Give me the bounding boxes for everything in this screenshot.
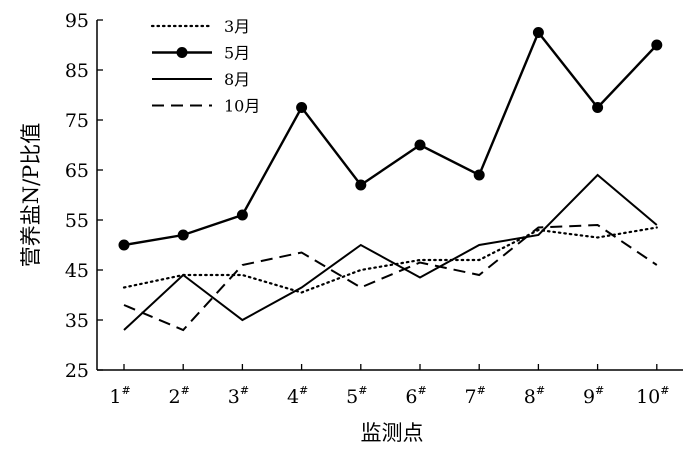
y-tick-label: 35 [65, 310, 89, 332]
series-line-1 [122, 226, 658, 294]
chart-axes [96, 20, 683, 371]
x-tick-label: 10# [636, 384, 669, 408]
series-point-2 [532, 27, 544, 38]
x-tick-superscript: # [240, 384, 249, 397]
x-tick-superscript: # [121, 384, 130, 397]
series-line-2 [123, 30, 658, 247]
series-point-2 [651, 39, 663, 51]
x-tick-superscript: # [595, 384, 604, 397]
x-tick-label: 9# [583, 384, 604, 408]
y-tick-label: 45 [65, 260, 89, 282]
y-axis-ticks: 25 35 45 55 65 75 85 95 [65, 10, 103, 382]
x-tick-label: 2# [169, 384, 190, 408]
y-tick-label: 85 [65, 60, 89, 82]
x-tick-superscript: # [477, 384, 486, 397]
series-point-2 [355, 179, 367, 191]
x-tick-superscript: # [299, 384, 308, 397]
series-point-2 [296, 102, 308, 113]
series-line-3 [123, 173, 658, 331]
x-tick-superscript: # [181, 384, 190, 397]
x-tick-label: 8# [524, 384, 545, 408]
x-tick-label: 4# [287, 384, 308, 408]
x-tick-label: 1# [109, 384, 130, 408]
y-tick-label: 55 [65, 210, 89, 232]
y-tick-label: 95 [65, 10, 89, 32]
legend-label: 3月 [224, 17, 250, 36]
x-tick-label: 6# [405, 384, 426, 408]
x-axis-label: 监测点 [361, 421, 424, 445]
x-tick-superscript: # [358, 384, 367, 397]
series-lines [118, 27, 663, 332]
series-point-2 [118, 239, 130, 251]
legend: 3月 5月 8月 10月 [150, 17, 260, 116]
legend-label: 8月 [224, 70, 250, 89]
series-point-2 [236, 209, 248, 221]
x-tick-label: 3# [228, 384, 249, 408]
series-point-2 [177, 229, 189, 241]
legend-marker [176, 47, 188, 58]
legend-label: 10月 [224, 97, 260, 116]
y-tick-label: 65 [65, 160, 89, 182]
series-point-2 [414, 139, 426, 151]
y-axis-label: 营养盐N/P比值 [19, 123, 43, 268]
x-tick-superscript: # [417, 384, 426, 397]
x-tick-superscript: # [660, 384, 669, 397]
legend-label: 5月 [224, 44, 250, 63]
x-tick-superscript: # [536, 384, 545, 397]
series-point-2 [592, 102, 604, 113]
x-tick-label: 7# [465, 384, 486, 408]
x-tick-label: 5# [346, 384, 367, 408]
y-tick-label: 25 [65, 360, 89, 382]
y-tick-label: 75 [65, 110, 89, 132]
series-point-2 [473, 169, 485, 181]
series-line-4 [123, 223, 658, 332]
